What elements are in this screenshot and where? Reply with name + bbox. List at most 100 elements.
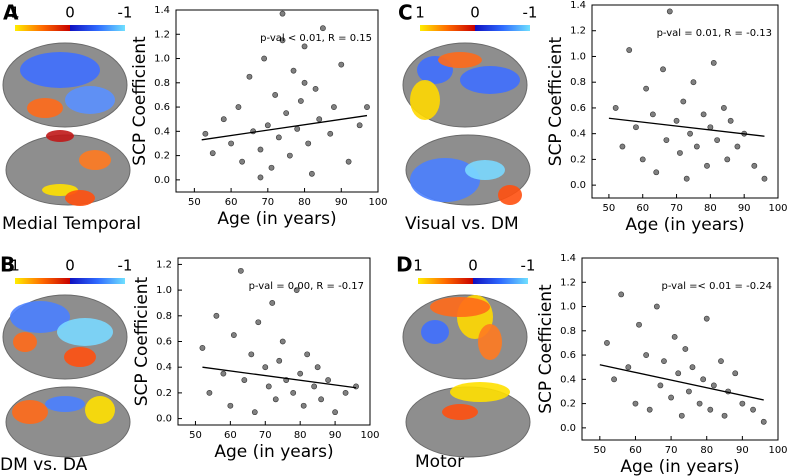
y-tick-label: 0.0 — [156, 414, 172, 425]
activation-blob — [478, 324, 502, 360]
x-axis-label: Age (in years) — [625, 215, 744, 235]
annotation: p-val =< 0.01 = -0.24 — [661, 281, 772, 292]
fit-line — [202, 366, 357, 389]
y-tick-label: 0.2 — [560, 399, 576, 410]
activation-blob — [465, 160, 505, 180]
y-tick-label: 0.8 — [156, 311, 172, 322]
scatter-point — [227, 402, 234, 409]
scatter-point — [700, 111, 707, 118]
activation-blob — [13, 332, 37, 352]
brain-images — [402, 294, 531, 458]
scatter-point — [732, 370, 739, 377]
scatter-point — [220, 116, 227, 123]
scatter-point — [682, 346, 689, 352]
y-tick-label: 1.4 — [560, 253, 576, 264]
x-axis-label: Age (in years) — [620, 457, 739, 476]
scatter-point — [290, 389, 297, 396]
scatter-point — [325, 377, 332, 383]
x-tick-label: 60 — [224, 430, 237, 441]
scatter-point — [279, 10, 286, 17]
scatter-point — [213, 312, 220, 319]
colorbar-label: -1 — [521, 257, 536, 275]
scatter-point — [675, 370, 682, 377]
scatter-point — [364, 104, 370, 110]
y-tick-label: 0.6 — [560, 350, 576, 361]
x-tick-label: 60 — [629, 445, 642, 456]
scatter-point — [332, 409, 338, 416]
scatter-point — [308, 170, 315, 177]
scatter-point — [639, 156, 646, 163]
colorbar-cool — [70, 25, 125, 31]
scatter-point — [646, 406, 653, 413]
scatter-point — [311, 383, 318, 390]
scatter-point — [318, 396, 325, 403]
scatter-point — [286, 152, 293, 159]
scatter-point — [703, 315, 710, 322]
x-tick-label: 60 — [636, 203, 649, 214]
scatter-point — [269, 300, 276, 306]
scatter-point — [696, 400, 703, 407]
panel-caption: Medial Temporal — [2, 214, 141, 234]
colorbar-warm — [15, 278, 70, 284]
scatter-point — [678, 412, 685, 419]
annotation: p-val = 0.01, R = -0.13 — [657, 28, 772, 39]
scatter-point — [660, 66, 666, 73]
y-tick-label: 1.4 — [154, 5, 170, 16]
scatter-point — [257, 174, 264, 181]
scatter-point — [304, 351, 311, 358]
scatter-point — [760, 418, 767, 425]
y-tick-label: 1.2 — [570, 26, 586, 37]
scatter-point — [633, 124, 639, 131]
scatter-point — [272, 396, 279, 403]
scatter-point — [268, 164, 275, 171]
x-tick-label: 70 — [670, 203, 683, 214]
scatter-point — [293, 287, 300, 294]
scatter-point — [297, 98, 304, 104]
y-tick-label: 1.0 — [560, 302, 576, 313]
scatter-point — [750, 406, 756, 413]
scatter-point — [671, 333, 678, 340]
colorbar-label: -1 — [523, 4, 538, 22]
colorbar-cool — [475, 25, 530, 31]
x-tick-label: 80 — [294, 430, 307, 441]
scatter-point — [727, 117, 734, 124]
scatter-point — [661, 358, 667, 365]
y-tick-label: 0.2 — [156, 388, 172, 399]
panel-caption: DM vs. DA — [0, 455, 88, 475]
activation-blob — [410, 80, 440, 120]
scatter-point — [618, 291, 625, 298]
scatter-point — [686, 388, 692, 395]
scatter-point — [276, 357, 283, 364]
colorbar-label: 1 — [413, 257, 423, 275]
scatter-point — [248, 351, 255, 358]
colorbar-cool — [473, 278, 528, 284]
x-tick-label: 100 — [360, 430, 379, 441]
scatter-point — [301, 79, 308, 86]
colorbar-label: 0 — [65, 257, 75, 275]
scatter-point — [320, 25, 326, 32]
scatter-point — [279, 338, 286, 345]
scatter-point — [312, 85, 319, 92]
y-tick-label: 1.4 — [570, 0, 586, 11]
scatter-point — [680, 98, 687, 105]
scatter-point — [710, 60, 717, 66]
activation-blob — [79, 150, 111, 170]
scatter-point — [257, 146, 264, 153]
scatter-point — [666, 8, 673, 15]
scatter-point — [636, 321, 642, 328]
scatter-point — [673, 117, 680, 124]
scatter-point — [663, 137, 670, 143]
scatter-point — [272, 92, 279, 98]
brain-images — [2, 42, 131, 206]
y-tick-label: 0.0 — [570, 180, 586, 191]
scatter-point — [209, 150, 216, 157]
scatter-point — [239, 158, 246, 165]
y-axis-label: SCP Coefficient — [132, 276, 152, 406]
scatter-point — [255, 319, 262, 326]
scatter-point — [297, 370, 304, 377]
x-tick-label: 50 — [603, 203, 616, 214]
annotation: p-val = 0.00, R = -0.17 — [249, 281, 364, 292]
scatter-point — [301, 43, 308, 50]
colorbar-cool — [70, 278, 125, 284]
x-tick-label: 60 — [225, 197, 238, 208]
